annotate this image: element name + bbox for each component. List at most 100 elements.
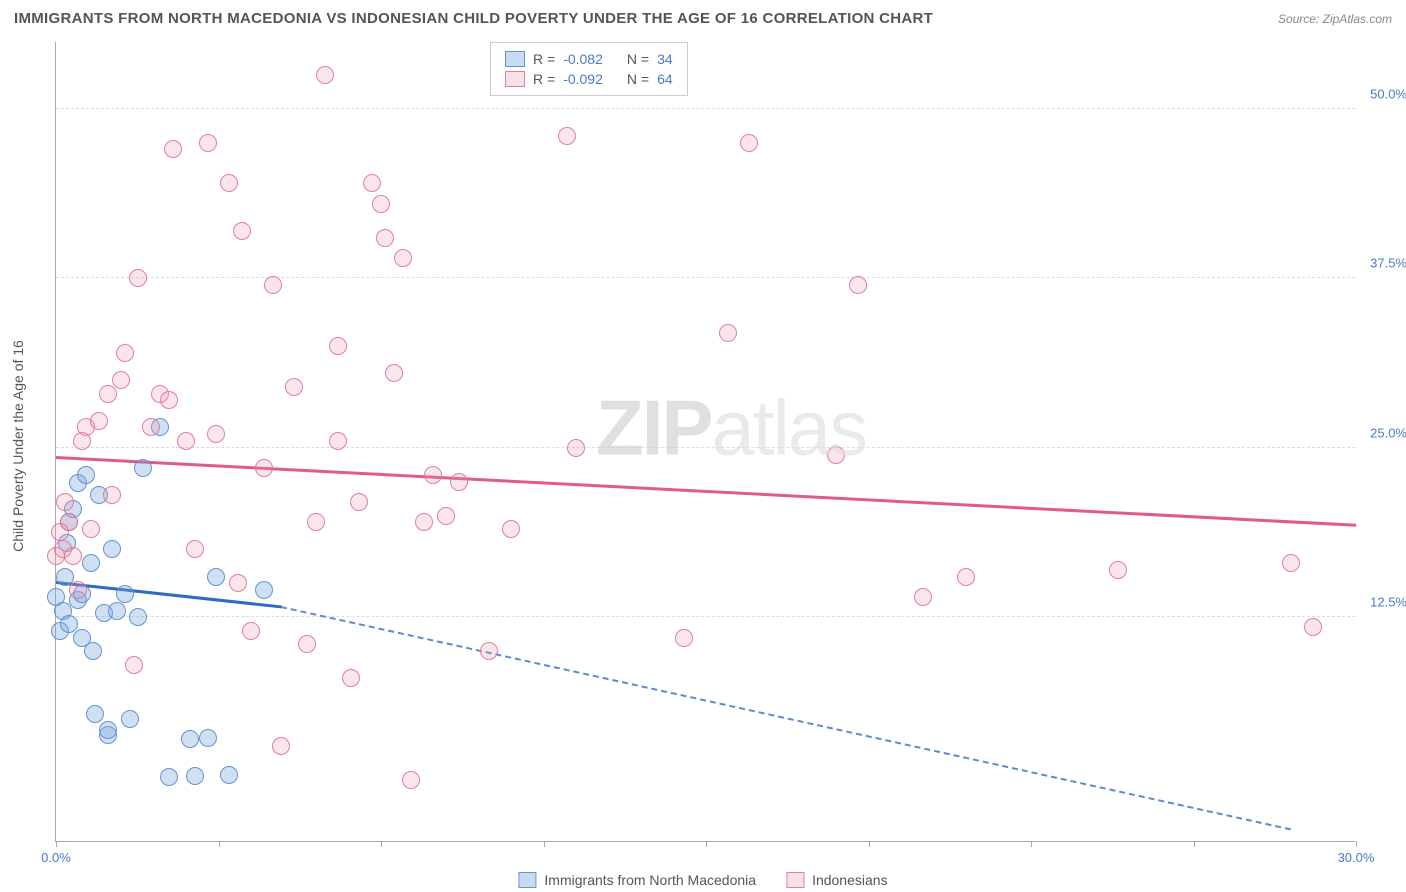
n-value: 34 bbox=[657, 51, 673, 67]
data-point bbox=[285, 378, 303, 396]
gridline bbox=[56, 616, 1355, 617]
corr-swatch bbox=[505, 71, 525, 87]
y-tick-label: 37.5% bbox=[1370, 256, 1406, 271]
x-tick bbox=[869, 841, 870, 847]
x-tick bbox=[56, 841, 57, 847]
gridline bbox=[56, 447, 1355, 448]
legend-label: Indonesians bbox=[812, 872, 888, 888]
data-point bbox=[64, 547, 82, 565]
r-value: -0.092 bbox=[563, 71, 603, 87]
data-point bbox=[69, 581, 87, 599]
data-point bbox=[199, 729, 217, 747]
data-point bbox=[56, 493, 74, 511]
y-tick-label: 50.0% bbox=[1370, 86, 1406, 101]
n-value: 64 bbox=[657, 71, 673, 87]
data-point bbox=[99, 385, 117, 403]
data-point bbox=[112, 371, 130, 389]
x-tick bbox=[219, 841, 220, 847]
data-point bbox=[116, 344, 134, 362]
y-axis-label: Child Poverty Under the Age of 16 bbox=[10, 340, 26, 552]
data-point bbox=[849, 276, 867, 294]
data-point bbox=[264, 276, 282, 294]
x-tick bbox=[706, 841, 707, 847]
data-point bbox=[675, 629, 693, 647]
data-point bbox=[957, 568, 975, 586]
legend-item-series-2: Indonesians bbox=[786, 872, 888, 888]
r-value: -0.082 bbox=[563, 51, 603, 67]
scatter-chart: 12.5%25.0%37.5%50.0%0.0%30.0% bbox=[55, 42, 1355, 842]
data-point bbox=[129, 269, 147, 287]
data-point bbox=[376, 229, 394, 247]
data-point bbox=[342, 669, 360, 687]
data-point bbox=[363, 174, 381, 192]
data-point bbox=[424, 466, 442, 484]
legend: Immigrants from North Macedonia Indonesi… bbox=[518, 872, 887, 888]
data-point bbox=[86, 705, 104, 723]
data-point bbox=[103, 486, 121, 504]
data-point bbox=[307, 513, 325, 531]
data-point bbox=[99, 721, 117, 739]
x-tick bbox=[1031, 841, 1032, 847]
data-point bbox=[129, 608, 147, 626]
data-point bbox=[402, 771, 420, 789]
data-point bbox=[255, 459, 273, 477]
x-tick bbox=[1194, 841, 1195, 847]
data-point bbox=[415, 513, 433, 531]
data-point bbox=[116, 585, 134, 603]
source-attribution: Source: ZipAtlas.com bbox=[1278, 12, 1392, 26]
data-point bbox=[394, 249, 412, 267]
data-point bbox=[740, 134, 758, 152]
data-point bbox=[186, 767, 204, 785]
data-point bbox=[329, 337, 347, 355]
data-point bbox=[437, 507, 455, 525]
chart-title: IMMIGRANTS FROM NORTH MACEDONIA VS INDON… bbox=[14, 10, 933, 27]
x-tick bbox=[381, 841, 382, 847]
data-point bbox=[90, 412, 108, 430]
data-point bbox=[272, 737, 290, 755]
data-point bbox=[60, 513, 78, 531]
data-point bbox=[207, 568, 225, 586]
gridline bbox=[56, 108, 1355, 109]
data-point bbox=[567, 439, 585, 457]
data-point bbox=[242, 622, 260, 640]
n-label: N = bbox=[627, 51, 649, 67]
data-point bbox=[329, 432, 347, 450]
legend-swatch-blue bbox=[518, 872, 536, 888]
r-label: R = bbox=[533, 71, 555, 87]
data-point bbox=[186, 540, 204, 558]
data-point bbox=[1304, 618, 1322, 636]
data-point bbox=[220, 766, 238, 784]
x-tick bbox=[1356, 841, 1357, 847]
data-point bbox=[103, 540, 121, 558]
corr-swatch bbox=[505, 51, 525, 67]
data-point bbox=[385, 364, 403, 382]
data-point bbox=[177, 432, 195, 450]
data-point bbox=[142, 418, 160, 436]
data-point bbox=[181, 730, 199, 748]
data-point bbox=[108, 602, 126, 620]
r-label: R = bbox=[533, 51, 555, 67]
data-point bbox=[502, 520, 520, 538]
legend-swatch-pink bbox=[786, 872, 804, 888]
data-point bbox=[914, 588, 932, 606]
correlation-row: R = -0.092 N = 64 bbox=[505, 69, 673, 89]
y-tick-label: 12.5% bbox=[1370, 595, 1406, 610]
data-point bbox=[372, 195, 390, 213]
data-point bbox=[160, 768, 178, 786]
n-label: N = bbox=[627, 71, 649, 87]
data-point bbox=[827, 446, 845, 464]
data-point bbox=[220, 174, 238, 192]
y-tick-label: 25.0% bbox=[1370, 425, 1406, 440]
data-point bbox=[255, 581, 273, 599]
legend-item-series-1: Immigrants from North Macedonia bbox=[518, 872, 756, 888]
data-point bbox=[82, 520, 100, 538]
x-tick bbox=[544, 841, 545, 847]
data-point bbox=[207, 425, 225, 443]
data-point bbox=[1282, 554, 1300, 572]
data-point bbox=[350, 493, 368, 511]
x-tick-label: 30.0% bbox=[1338, 850, 1375, 865]
data-point bbox=[77, 466, 95, 484]
data-point bbox=[199, 134, 217, 152]
data-point bbox=[450, 473, 468, 491]
data-point bbox=[121, 710, 139, 728]
